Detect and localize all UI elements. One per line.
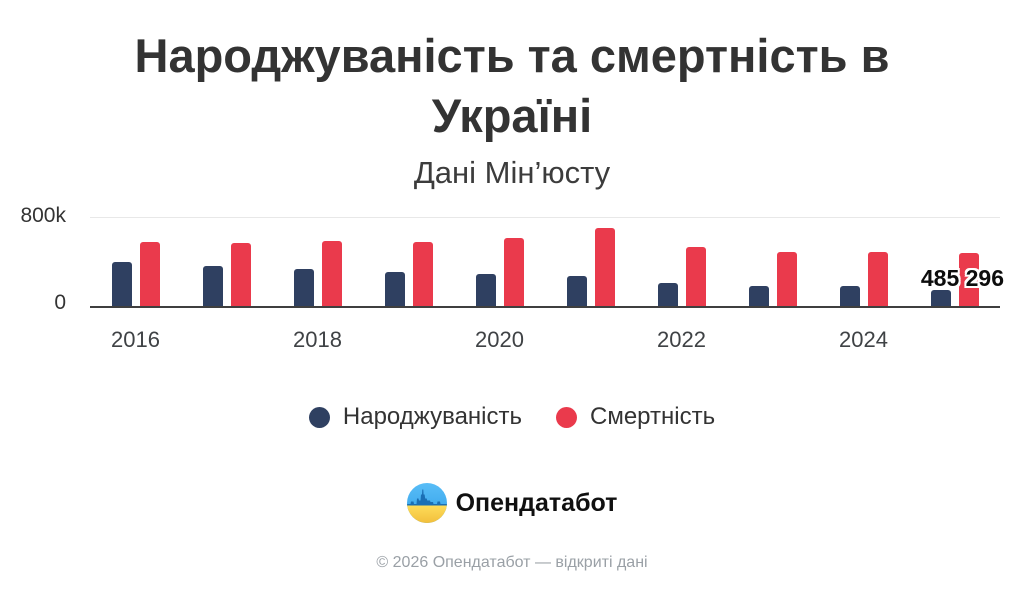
x-tick-2016: 2016 [111,327,160,352]
bar-births-2023 [748,286,769,306]
bar-births-2025 [930,289,951,306]
opendatabot-brand-name: Опендатабот [455,488,618,517]
chart-title: Народжуваність та смертність в Україні [134,29,890,143]
y-axis-tick-800k: 800k [20,204,66,227]
bar-deaths-2019 [412,242,433,306]
bar-births-2017 [202,265,223,306]
x-axis-labels: 2016 2018 2020 2022 2024 [90,327,1000,353]
chart-header: Народжуваність та смертність в Україні Д… [0,26,1024,191]
bar-births-2018 [293,269,314,306]
y-axis-tick-0: 0 [54,291,66,314]
x-tick-2021 [545,327,636,353]
x-tick-2022: 2022 [657,327,706,352]
chart-legend: Народжуваність Смертність [0,403,1024,431]
births-legend-swatch-icon [308,406,330,428]
x-tick-2018: 2018 [293,327,342,352]
bar-births-2020 [475,273,496,306]
opendatabot-brand: Опендатабот [0,483,1024,523]
bar-births-2016 [111,262,132,306]
bar-deaths-2023 [776,251,797,306]
bar-group-2017 [181,218,272,306]
copyright-footer: © 2026 Опендатабот — відкриті дані [376,554,648,571]
bar-deaths-2021 [594,228,615,306]
legend-item-births: Народжуваність [308,403,522,431]
bar-group-2025 [909,218,1000,306]
deaths-legend-swatch-icon [556,406,577,428]
x-tick-2019 [363,327,454,353]
bar-deaths-2016 [139,241,160,306]
bar-group-2020 [454,218,545,306]
bar-deaths-2025 [958,252,979,306]
legend-item-deaths: Смертність [556,403,715,431]
legend-label-deaths: Смертність [590,403,716,430]
chart-subtitle: Дані Мін’юсту [413,155,611,191]
data-label-deaths-2025: 485 296 [920,265,1004,291]
x-tick-2023 [727,327,818,353]
opendatabot-logo-icon [406,483,447,523]
bar-group-2019 [363,218,454,306]
bar-births-2024 [839,286,860,306]
bar-group-2024 [818,218,909,306]
x-tick-2024: 2024 [839,327,888,352]
bar-deaths-2022 [685,247,706,306]
x-tick-2025 [909,327,1000,353]
bar-deaths-2018 [321,241,342,306]
bar-births-2019 [384,272,405,306]
bar-group-2018 [272,218,363,306]
x-tick-2020: 2020 [475,327,524,352]
bar-deaths-2024 [867,251,888,306]
legend-label-births: Народжуваність [342,403,522,430]
bar-group-2021 [545,218,636,306]
bar-group-2022 [636,218,727,306]
bar-group-2016 [90,218,181,306]
bar-group-2023 [727,218,818,306]
bar-deaths-2017 [230,243,251,306]
bar-births-2022 [657,282,678,306]
bar-deaths-2020 [503,238,524,306]
bar-births-2021 [566,275,587,306]
x-tick-2017 [181,327,272,353]
bar-chart-plot-area: 485 296 [90,217,1004,308]
